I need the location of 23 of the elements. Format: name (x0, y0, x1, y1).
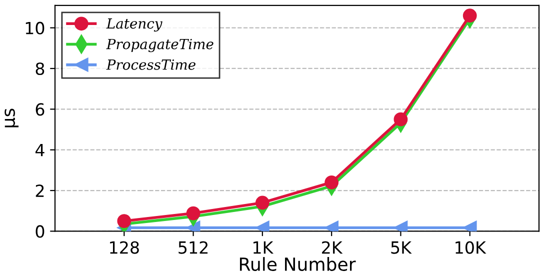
x-tick-label: 1K (253, 241, 274, 254)
point (117, 214, 132, 228)
x-tick-label: 512 (178, 241, 208, 254)
legend-label: PropagateTime (106, 38, 214, 52)
x-tick-label: 10K (456, 241, 486, 254)
x-tick-label: 2K (322, 241, 343, 254)
point (462, 8, 477, 23)
y-tick-label: 10 (26, 22, 44, 34)
legend-label: Latency (106, 18, 162, 32)
x-tick-label: 128 (110, 241, 139, 254)
y-axis-title: μs (4, 108, 19, 128)
y-tick-label: 0 (36, 225, 44, 238)
y-tick-label: 2 (36, 184, 44, 197)
point (324, 175, 339, 190)
y-tick-label: 8 (36, 62, 44, 76)
point (255, 196, 270, 210)
point (394, 112, 408, 126)
x-tick-label: 5K (391, 241, 412, 254)
legend-label: ProcessTime (106, 59, 196, 70)
y-tick-label: 4 (35, 144, 44, 156)
point (186, 206, 200, 220)
x-axis-title: Rule Number (240, 257, 356, 272)
y-tick-label: 6 (36, 103, 44, 116)
